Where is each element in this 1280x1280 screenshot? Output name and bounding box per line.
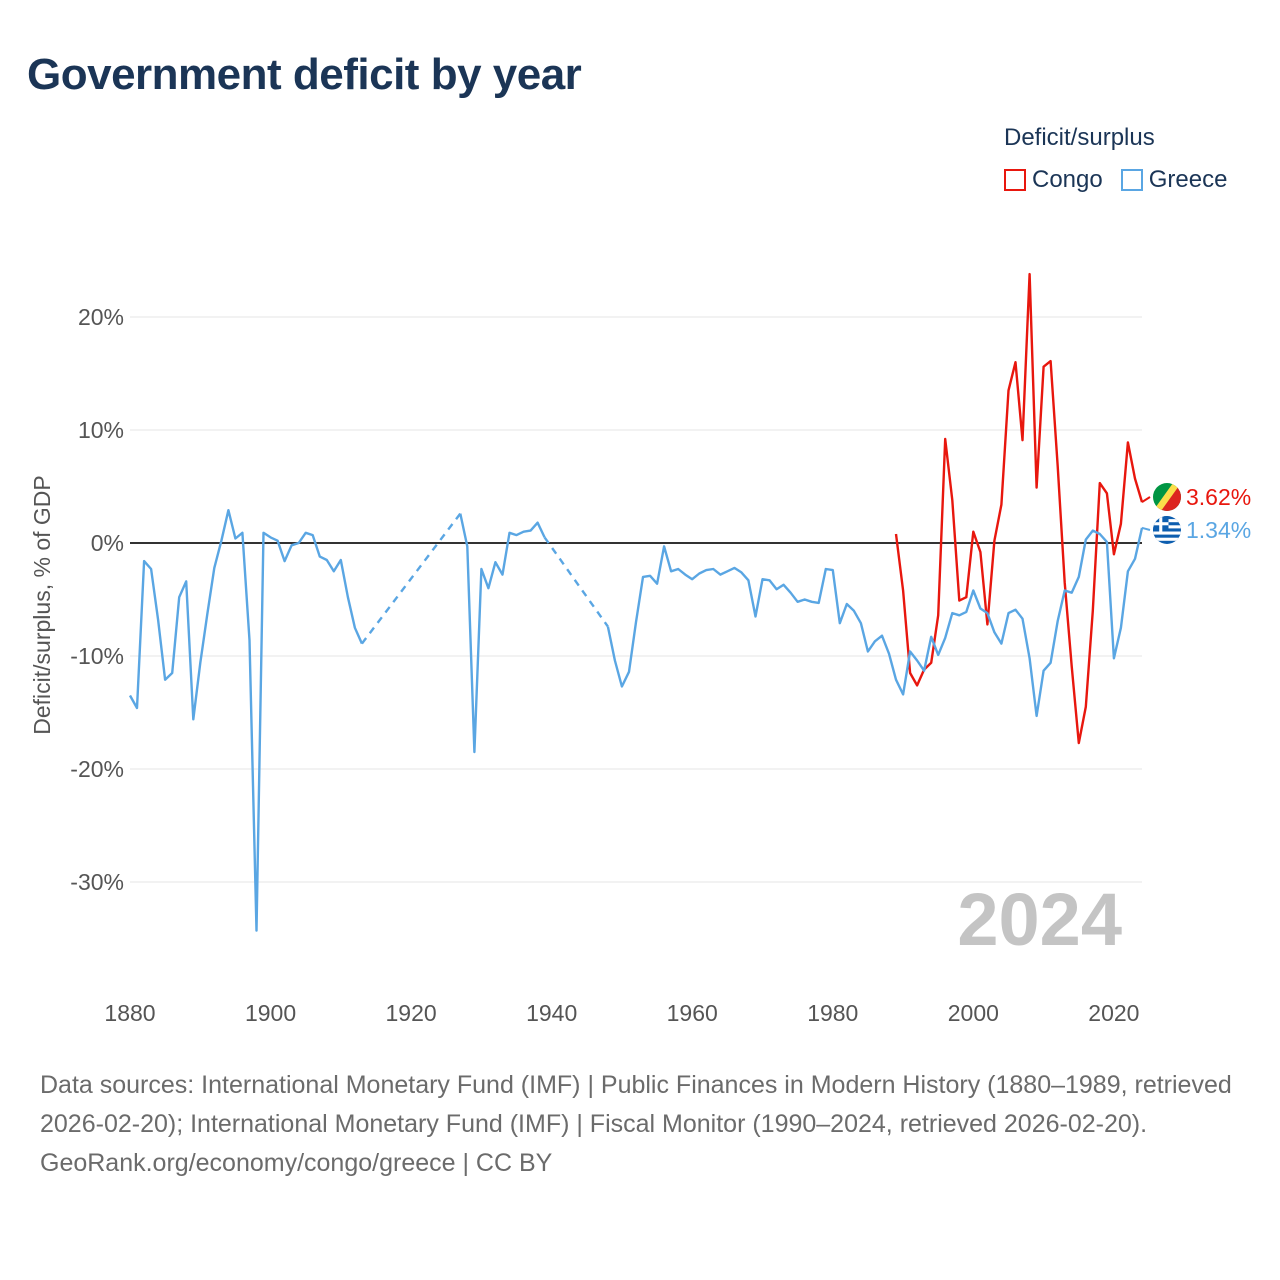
y-axis-label: Deficit/surplus, % of GDP <box>29 475 55 734</box>
x-tick-label: 2000 <box>948 1000 999 1026</box>
x-tick-label: 1900 <box>245 1000 296 1026</box>
year-watermark: 2024 <box>957 878 1122 961</box>
series-line-greece-gap[interactable] <box>543 536 609 628</box>
x-tick-labels: 1880 1900 1920 1940 1960 1980 2000 2020 <box>104 1000 1139 1026</box>
x-tick-label: 1940 <box>526 1000 577 1026</box>
end-connector-congo <box>1141 496 1151 503</box>
gridlines <box>130 316 1142 883</box>
footer: Data sources: International Monetary Fun… <box>40 1066 1240 1183</box>
legend: Congo Greece <box>1004 166 1245 194</box>
legend-title: Deficit/surplus <box>1004 124 1155 151</box>
end-label-congo: 3.62% <box>1186 484 1251 510</box>
y-tick-label: -20% <box>70 756 124 782</box>
y-tick-labels: 20% 10% 0% -10% -20% -30% <box>70 304 124 895</box>
series-line-greece[interactable] <box>606 527 1144 718</box>
legend-item-congo[interactable]: Congo <box>1004 166 1103 194</box>
line-chart: 20% 10% 0% -10% -20% -30% 1880 1900 1920 1940 196… <box>29 272 1251 1026</box>
series-line-greece[interactable] <box>128 509 363 932</box>
greece-flag-icon <box>1153 516 1181 544</box>
chart-title: Government deficit by year <box>27 50 582 99</box>
y-tick-label: -10% <box>70 643 124 669</box>
x-tick-label: 1920 <box>386 1000 437 1026</box>
legend-swatch-congo <box>1004 169 1026 191</box>
y-tick-label: -30% <box>70 869 124 895</box>
legend-swatch-greece <box>1120 169 1143 191</box>
end-connector-greece <box>1141 526 1151 531</box>
legend-item-greece[interactable]: Greece <box>1120 166 1228 194</box>
congo-flag-icon <box>1153 483 1181 511</box>
x-tick-label: 1880 <box>104 1000 155 1026</box>
legend-label-greece: Greece <box>1148 166 1228 193</box>
series-line-greece-gap[interactable] <box>360 512 462 645</box>
series-line-congo[interactable] <box>894 272 1144 745</box>
credit-link[interactable]: GeoRank.org/economy/congo/greece | CC BY <box>40 1149 553 1177</box>
series-layer <box>128 272 1144 932</box>
x-tick-label: 1960 <box>667 1000 718 1026</box>
x-tick-label: 2020 <box>1088 1000 1139 1026</box>
legend-label-congo: Congo <box>1032 166 1103 193</box>
series-line-greece[interactable] <box>459 513 546 754</box>
end-labels: 3.62% 1.34% <box>1141 483 1251 544</box>
x-tick-label: 1980 <box>807 1000 858 1026</box>
y-tick-label: 20% <box>78 304 124 330</box>
end-label-greece: 1.34% <box>1186 517 1251 543</box>
data-sources: Data sources: International Monetary Fun… <box>40 1071 1232 1138</box>
y-tick-label: 10% <box>78 417 124 443</box>
y-tick-label: 0% <box>91 530 124 556</box>
